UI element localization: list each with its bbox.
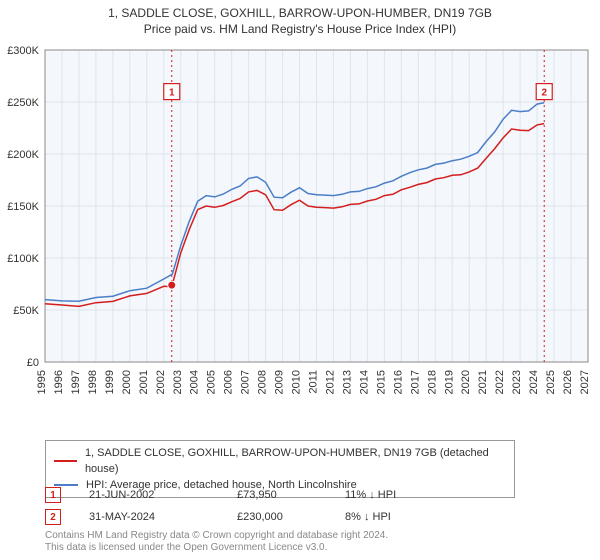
svg-text:2020: 2020 — [460, 370, 472, 394]
svg-text:2021: 2021 — [477, 370, 489, 394]
svg-text:2016: 2016 — [392, 370, 404, 394]
svg-text:2026: 2026 — [562, 370, 574, 394]
svg-text:2009: 2009 — [274, 370, 286, 394]
marker-box-icon: 2 — [45, 509, 61, 525]
svg-text:2007: 2007 — [240, 370, 252, 394]
svg-text:£200K: £200K — [7, 149, 39, 161]
svg-text:2008: 2008 — [257, 370, 269, 394]
marker-row: 2 31-MAY-2024 £230,000 8% ↓ HPI — [45, 506, 555, 528]
svg-text:1998: 1998 — [87, 370, 99, 394]
footer-attribution: Contains HM Land Registry data © Crown c… — [45, 530, 585, 554]
svg-text:2000: 2000 — [121, 370, 133, 394]
svg-text:2025: 2025 — [545, 370, 557, 394]
chart-area: £0 £50K £100K £150K £200K £250K £300K 1995 1996 1… — [0, 42, 600, 412]
marker-price: £73,950 — [237, 489, 317, 501]
svg-text:2004: 2004 — [189, 370, 201, 394]
markers-table: 1 21-JUN-2002 £73,950 11% ↓ HPI 2 31-MAY… — [45, 484, 555, 528]
svg-text:1999: 1999 — [104, 370, 116, 394]
svg-text:1995: 1995 — [36, 370, 48, 394]
svg-text:2014: 2014 — [358, 370, 370, 394]
svg-text:2006: 2006 — [223, 370, 235, 394]
svg-text:1997: 1997 — [70, 370, 82, 394]
svg-text:2023: 2023 — [511, 370, 523, 394]
legend-swatch — [54, 460, 77, 462]
legend-item: 1, SADDLE CLOSE, GOXHILL, BARROW-UPON-HU… — [54, 445, 506, 477]
svg-text:2002: 2002 — [155, 370, 167, 394]
svg-text:2001: 2001 — [138, 370, 150, 394]
svg-text:1: 1 — [169, 88, 175, 99]
footer-line: Contains HM Land Registry data © Crown c… — [45, 530, 585, 542]
svg-text:1996: 1996 — [53, 370, 65, 394]
svg-text:2005: 2005 — [206, 370, 218, 394]
marker-row: 1 21-JUN-2002 £73,950 11% ↓ HPI — [45, 484, 555, 506]
svg-text:2011: 2011 — [308, 370, 320, 394]
marker-box-icon: 1 — [45, 487, 61, 503]
svg-text:2003: 2003 — [172, 370, 184, 394]
chart-title: 1, SADDLE CLOSE, GOXHILL, BARROW-UPON-HU… — [0, 6, 600, 20]
chart-subtitle: Price paid vs. HM Land Registry's House … — [0, 22, 600, 36]
svg-text:£250K: £250K — [7, 97, 39, 109]
footer-line: This data is licensed under the Open Gov… — [45, 542, 585, 554]
svg-text:£50K: £50K — [13, 305, 39, 317]
svg-text:2017: 2017 — [409, 370, 421, 394]
svg-text:£150K: £150K — [7, 201, 39, 213]
marker-price: £230,000 — [237, 511, 317, 523]
svg-text:2012: 2012 — [324, 370, 336, 394]
svg-text:2027: 2027 — [579, 370, 591, 394]
marker-pct: 11% ↓ HPI — [345, 489, 425, 501]
marker-date: 21-JUN-2002 — [89, 489, 209, 501]
svg-text:2: 2 — [541, 88, 547, 99]
svg-text:£0: £0 — [27, 357, 39, 369]
svg-text:2015: 2015 — [375, 370, 387, 394]
svg-text:2018: 2018 — [426, 370, 438, 394]
marker-pct: 8% ↓ HPI — [345, 511, 425, 523]
svg-text:2019: 2019 — [443, 370, 455, 394]
legend-label: 1, SADDLE CLOSE, GOXHILL, BARROW-UPON-HU… — [85, 445, 506, 477]
svg-text:2022: 2022 — [494, 370, 506, 394]
svg-text:£300K: £300K — [7, 45, 39, 57]
svg-text:2013: 2013 — [341, 370, 353, 394]
svg-text:2024: 2024 — [528, 370, 540, 394]
svg-text:£100K: £100K — [7, 253, 39, 265]
svg-text:2010: 2010 — [291, 370, 303, 394]
marker-date: 31-MAY-2024 — [89, 511, 209, 523]
